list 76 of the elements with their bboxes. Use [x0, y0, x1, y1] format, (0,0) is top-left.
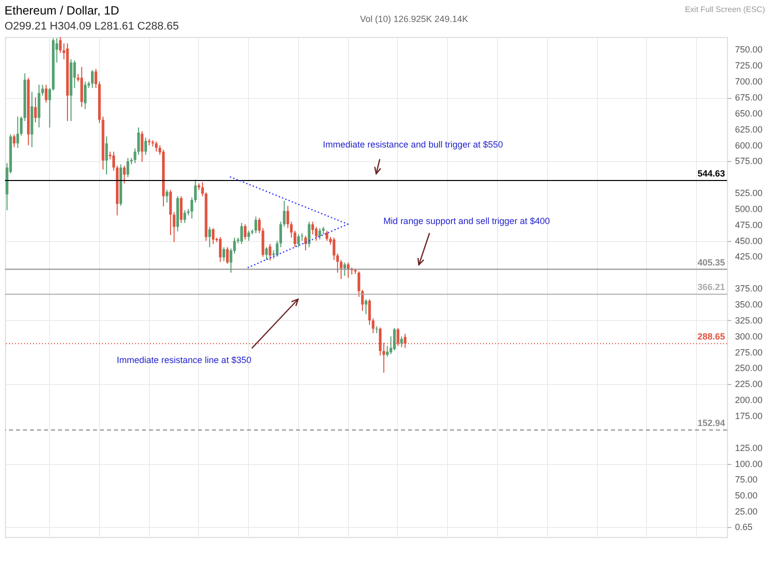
candlestick — [122, 165, 126, 184]
candlestick — [318, 228, 322, 240]
y-tick-label: 700.00 — [735, 76, 763, 87]
candlestick — [126, 158, 130, 178]
candlestick — [247, 230, 250, 242]
candlestick — [183, 210, 186, 224]
y-tick-label: 250.00 — [735, 363, 763, 374]
candlestick — [254, 216, 258, 234]
y-tick-label: 100.00 — [735, 458, 763, 469]
y-tick-label: 750.00 — [735, 44, 763, 55]
annotation: Mid range support and sell trigger at $400 — [383, 216, 550, 226]
y-tick-label: 525.00 — [735, 188, 763, 198]
y-tick-label: 600.00 — [735, 140, 763, 150]
ref-line-label: 152.94 — [697, 418, 725, 428]
candlestick — [218, 236, 222, 262]
candlestick — [44, 84, 48, 104]
candlestick — [180, 196, 183, 224]
text: Vol (10) 126.925K 249.14K — [360, 14, 468, 24]
ref-line-label: 366.21 — [697, 282, 725, 292]
y-tick-label: 675.00 — [735, 92, 763, 103]
candlestick — [386, 345, 389, 358]
y-tick-label: 375.00 — [735, 284, 763, 294]
candlestick — [226, 246, 229, 264]
candlestick — [208, 226, 211, 248]
annotation: Immediate resistance and bull trigger at $550 — [322, 140, 504, 150]
candlestick — [304, 235, 307, 251]
candlestick — [140, 130, 144, 162]
y-tick-label: 300.00 — [735, 331, 763, 342]
candlestick — [16, 116, 20, 148]
y-tick-label: 275.00 — [735, 347, 763, 358]
ref-line-label: 288.65 — [697, 332, 725, 342]
y-tick-label: 650.00 — [735, 108, 763, 118]
text: Exit Full Screen (ESC) — [684, 5, 766, 14]
candlestick — [105, 136, 108, 176]
candlestick — [212, 228, 215, 245]
ref-line-label: 405.35 — [697, 257, 725, 268]
y-tick-label: 425.00 — [735, 252, 763, 262]
candlestick — [268, 244, 272, 262]
candlestick — [59, 36, 62, 54]
candlestick — [240, 222, 243, 245]
y-tick-label: 75.00 — [735, 474, 758, 485]
annotation: Immediate resistance line at $350 — [116, 354, 252, 365]
y-tick-label: 0.65 — [735, 522, 753, 532]
ref-line-label: 544.63 — [697, 168, 725, 179]
candlestick — [400, 336, 403, 348]
candlestick — [154, 140, 158, 152]
y-tick-label: 575.00 — [735, 156, 763, 166]
candlestick — [222, 246, 226, 262]
y-tick-label: 325.00 — [735, 315, 763, 326]
y-tick-label: 50.00 — [735, 490, 758, 501]
candlestick — [91, 70, 94, 88]
candlestick — [393, 328, 396, 351]
candlestick — [12, 134, 16, 148]
candlestick — [314, 226, 318, 242]
y-tick-label: 725.00 — [735, 60, 763, 71]
y-tick-label: 350.00 — [735, 300, 763, 310]
candlestick — [244, 224, 246, 240]
candlestick — [308, 221, 310, 248]
chart-subtitle: O299.21 H304.09 L281.61 C288.65 — [4, 20, 179, 32]
y-tick-label: 225.00 — [735, 379, 763, 390]
candlestick — [166, 189, 168, 204]
y-tick-label: 450.00 — [735, 236, 763, 246]
candlestick — [286, 205, 290, 229]
candlestick — [364, 298, 368, 315]
candlestick — [84, 81, 87, 110]
candlestick — [144, 137, 147, 156]
y-tick-label: 200.00 — [735, 395, 763, 406]
y-tick-label: 175.00 — [735, 410, 763, 421]
y-tick-label: 125.00 — [735, 442, 763, 453]
y-tick-label: 25.00 — [735, 506, 758, 517]
candlestick — [34, 97, 37, 123]
y-tick-label: 475.00 — [735, 220, 763, 230]
y-tick-label: 625.00 — [735, 124, 763, 134]
y-tick-label: 500.00 — [735, 204, 763, 214]
chart-title: Ethereum / Dollar, 1D — [4, 4, 120, 18]
candlestick — [282, 200, 286, 228]
